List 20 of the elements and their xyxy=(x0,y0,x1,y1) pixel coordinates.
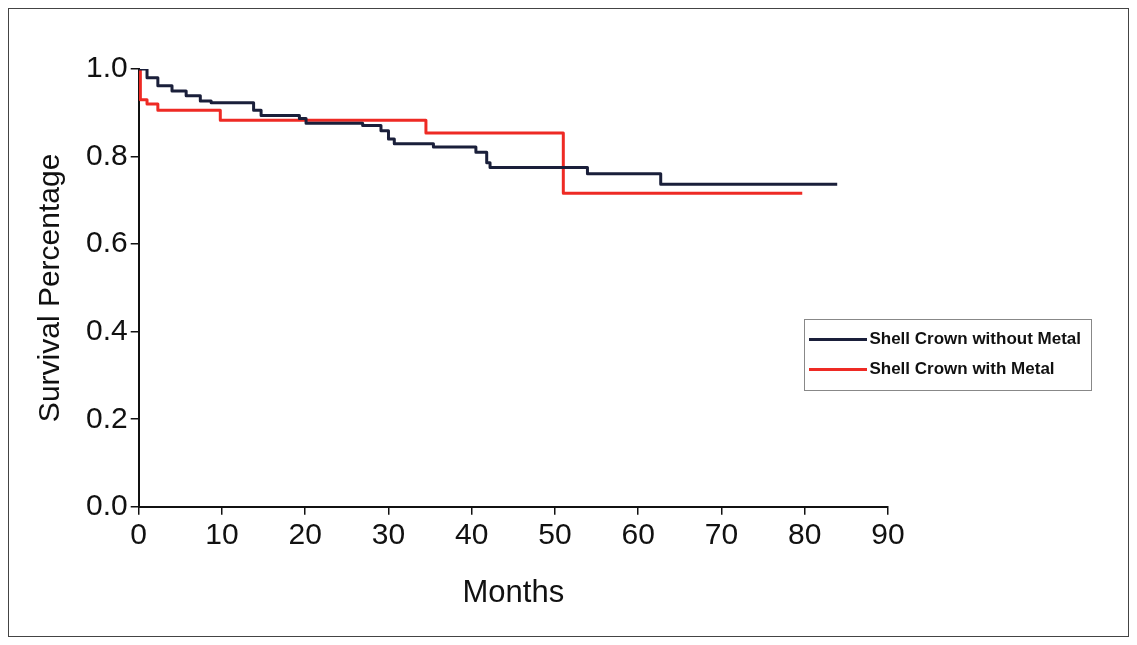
y-tick-label: 0.6 xyxy=(85,225,128,259)
y-axis-title: Survival Percentage xyxy=(32,153,66,423)
x-tick-label: 20 xyxy=(288,517,322,551)
x-tick-label: 50 xyxy=(538,517,572,551)
y-tick-label: 1.0 xyxy=(85,50,128,84)
x-tick-label: 30 xyxy=(371,517,406,551)
x-tick-label: 70 xyxy=(704,517,739,551)
legend-label: Shell Crown without Metal xyxy=(869,329,1081,349)
x-tick-label: 80 xyxy=(788,517,822,551)
x-tick-label: 90 xyxy=(871,517,905,551)
y-tick-label: 0.8 xyxy=(85,137,128,171)
x-tick-label: 0 xyxy=(130,517,148,551)
y-tick-label: 0.4 xyxy=(85,312,128,346)
x-tick-label: 40 xyxy=(455,517,489,551)
legend-label: Shell Crown with Metal xyxy=(869,359,1055,379)
y-tick-label: 0.2 xyxy=(85,400,128,434)
x-tick-label: 60 xyxy=(621,517,655,551)
y-tick-label: 0.0 xyxy=(85,488,128,522)
x-axis-title: Months xyxy=(462,573,565,609)
x-tick-label: 10 xyxy=(205,517,239,551)
